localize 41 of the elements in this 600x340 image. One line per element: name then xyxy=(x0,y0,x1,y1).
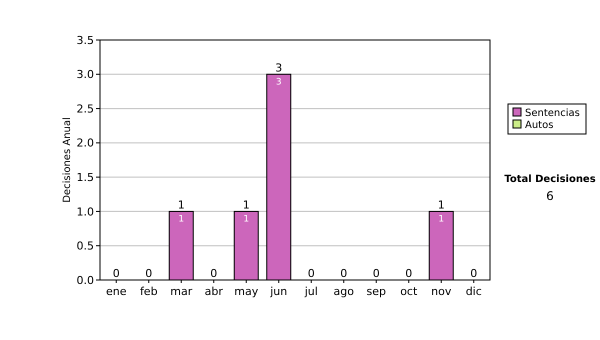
total-label: 0 xyxy=(145,267,152,280)
y-axis-title: Decisiones Anual xyxy=(62,117,73,203)
data-label: 1 xyxy=(178,214,184,224)
text: 6 xyxy=(546,189,554,203)
total-label: 1 xyxy=(438,198,445,212)
data-label: 1 xyxy=(438,214,444,224)
x-tick-label: jun xyxy=(269,285,288,298)
y-tick-label: 0.0 xyxy=(76,274,94,287)
total-label: 0 xyxy=(340,267,348,280)
x-tick-label: dic xyxy=(466,285,482,298)
x-tick-label: sep xyxy=(366,285,386,298)
data-label: 3 xyxy=(276,77,282,88)
total-label: 1 xyxy=(178,198,185,212)
y-tick-label: 3.0 xyxy=(76,68,94,82)
x-tick-label: jul xyxy=(304,285,318,298)
data-label: 1 xyxy=(243,214,250,224)
y-tick-label: 2.5 xyxy=(76,102,94,116)
total-label: 1 xyxy=(242,198,250,212)
x-tick-label: mar xyxy=(170,285,193,298)
text: Total Decisiones xyxy=(504,174,596,185)
legend-label: Sentencias xyxy=(525,108,580,119)
y-tick-label: 2.0 xyxy=(76,136,94,150)
total-label: 0 xyxy=(210,267,218,280)
total-label: 0 xyxy=(308,267,315,280)
legend-label: Autos xyxy=(525,120,554,131)
y-tick-label: 1.0 xyxy=(76,205,94,218)
x-tick-label: may xyxy=(234,285,259,298)
y-tick-label: 0.5 xyxy=(76,240,94,253)
x-tick-label: nov xyxy=(431,285,452,298)
total-label: 3 xyxy=(275,61,282,74)
total-label: 0 xyxy=(372,267,380,280)
total-label: 0 xyxy=(470,267,478,280)
x-tick-label: feb xyxy=(140,285,158,298)
x-tick-label: ago xyxy=(334,285,354,298)
total-label: 0 xyxy=(112,267,120,280)
total-label: 0 xyxy=(405,267,412,280)
x-tick-label: ene xyxy=(106,285,127,298)
x-tick-label: abr xyxy=(204,285,224,298)
x-tick-label: oct xyxy=(400,285,418,298)
y-tick-label: 3.5 xyxy=(76,34,94,47)
y-tick-label: 1.5 xyxy=(76,170,94,184)
